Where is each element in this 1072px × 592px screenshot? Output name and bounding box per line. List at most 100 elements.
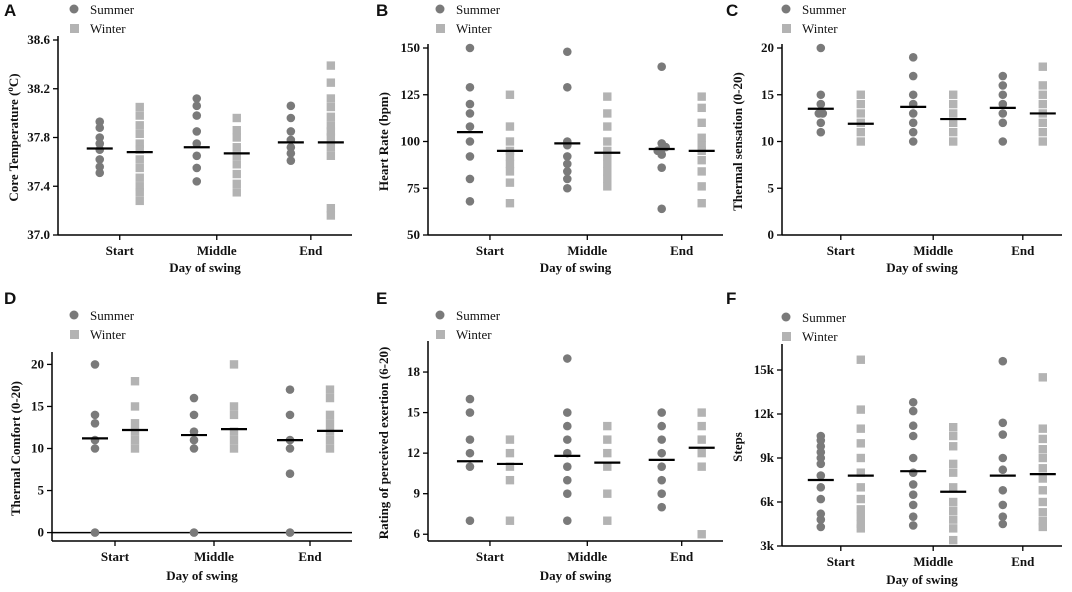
winter-point [229,435,239,445]
winter-point [130,402,140,411]
summer-point [95,155,105,164]
summer-point [465,137,475,146]
summer-point [908,512,918,521]
winter-point [949,468,958,477]
summer-point [90,410,100,420]
legend-summer-label: Summer [90,2,135,17]
winter-point [856,468,865,477]
winter-point [326,112,336,121]
x-tick-label: Middle [197,243,237,258]
winter-point [325,410,335,420]
winter-point [856,109,865,118]
x-tick-label: End [670,549,694,564]
summer-point [563,183,572,193]
x-tick-label: Middle [194,549,234,564]
summer-point [908,406,918,416]
winter-point [856,524,865,533]
panel-F: F Summer Winter 3k 6k 9k 12k 15k Start Middle End D… [726,289,1062,587]
winter-point [135,139,144,148]
winter-point [949,506,958,515]
winter-point [1038,453,1047,463]
summer-point [95,117,105,126]
legend-winter-label: Winter [90,21,126,36]
winter-point [603,137,612,146]
x-tick-label: Start [106,243,135,258]
winter-point [856,90,865,99]
x-tick-label: Middle [567,549,607,564]
summer-point [816,127,826,137]
summer-point [95,139,105,148]
winter-point [949,90,958,99]
winter-point [697,435,706,444]
winter-point [856,512,865,521]
winter-point [697,141,706,150]
legend-summer-label: Summer [802,2,847,17]
summer-point [90,444,100,453]
legend-summer-marker [781,312,791,322]
summer-point [998,512,1008,521]
summer-point [998,90,1008,100]
summer-point [998,109,1008,118]
winter-point [1038,497,1047,507]
winter-point [1038,424,1047,433]
y-tick-label: 6 [414,526,421,541]
summer-point [192,94,202,103]
winter-point [325,435,335,445]
winter-point [1038,445,1047,454]
y-tick-label: 100 [401,134,421,149]
x-tick-label: Middle [913,243,953,258]
x-axis-title: Day of swing [886,572,958,587]
y-tick-label: 15k [754,362,775,377]
legend-summer-label: Summer [456,2,501,17]
summer-point [908,118,918,128]
summer-point [189,435,199,445]
winter-point [697,103,706,113]
summer-point [465,109,475,118]
winter-point [603,516,612,525]
legend-summer-label: Summer [90,308,135,323]
winter-point [1038,522,1047,532]
winter-point [697,92,706,101]
summer-point [563,82,572,92]
summer-point [563,435,572,444]
summer-point [286,127,296,136]
summer-point [998,519,1008,529]
summer-point [563,516,572,526]
legend-winter-label: Winter [802,21,838,36]
summer-point [998,453,1008,463]
winter-point [325,419,335,428]
winter-point [949,483,958,492]
y-tick-label: 3k [760,538,775,553]
summer-point [90,528,100,537]
panel-E: E Summer Winter 6 9 12 15 18 Start Middle End Day o… [376,289,723,583]
summer-point [95,162,105,172]
winter-point [135,111,144,120]
summer-point [563,462,572,471]
winter-point [697,133,706,142]
summer-point [657,150,666,159]
winter-point [232,169,241,179]
winter-point [697,448,706,458]
winter-point [697,199,706,208]
summer-point [998,356,1008,366]
summer-point [998,500,1008,510]
summer-point [192,139,202,148]
panel-D: D Summer Winter 0 5 10 15 20 Start Middle End Day o… [4,289,352,583]
winter-point [135,163,144,173]
legend-winter-marker [436,24,445,33]
winter-point [229,427,239,436]
summer-point [563,159,572,169]
winter-point [856,137,865,146]
winter-point [1038,464,1047,473]
winter-point [1038,434,1047,444]
summer-point [90,360,100,369]
summer-point [998,118,1008,128]
summer-point [816,90,826,100]
y-tick-label: 37.0 [27,227,50,242]
winter-point [856,519,865,529]
y-tick-label: 6k [760,494,775,509]
summer-point [563,354,572,363]
winter-point [856,494,865,504]
winter-point [326,133,336,142]
summer-point [563,47,572,57]
